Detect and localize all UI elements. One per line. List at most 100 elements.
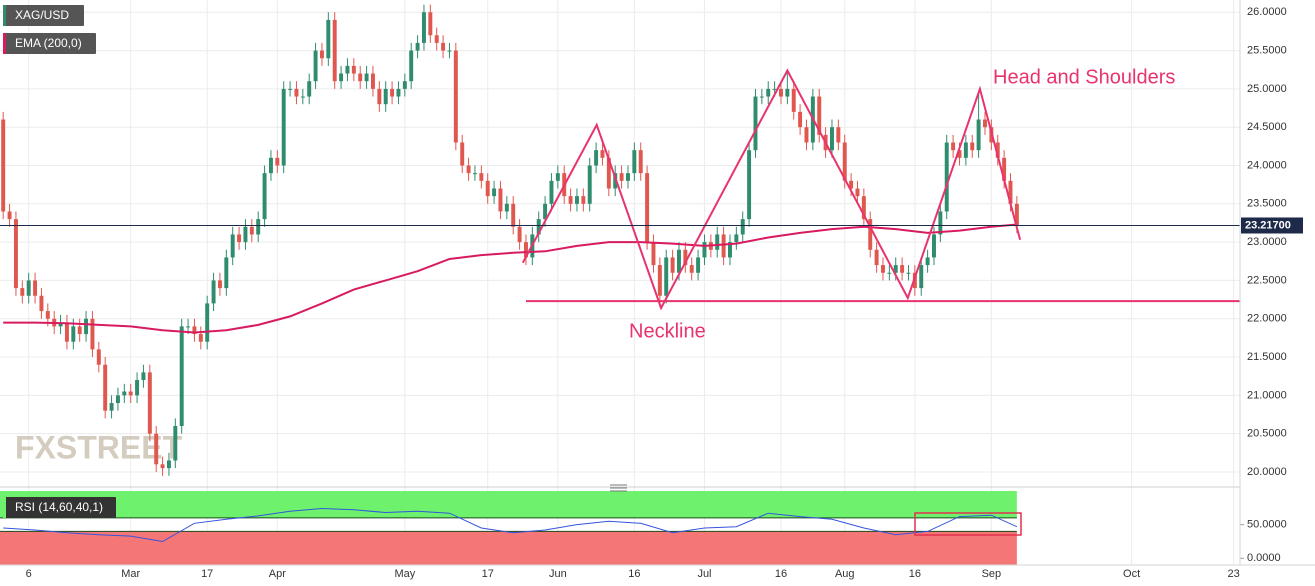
candle-body	[995, 142, 1000, 158]
y-tick-label: 21.0000	[1247, 389, 1287, 401]
symbol-legend[interactable]: XAG/USD	[3, 5, 84, 26]
candle-body	[696, 257, 701, 273]
candle-body	[887, 272, 892, 274]
pane-handle[interactable]	[610, 484, 627, 492]
candle-body	[517, 226, 522, 243]
candle-body	[574, 196, 579, 204]
candle-body	[893, 265, 898, 273]
candle-body	[13, 219, 18, 289]
candle-body	[855, 188, 860, 197]
candle-body	[166, 460, 171, 469]
candle-body	[313, 50, 318, 82]
candle-body	[861, 196, 866, 220]
candle-body	[77, 326, 82, 335]
candle-body	[345, 65, 350, 74]
x-tick-label: 16	[909, 568, 921, 580]
y-tick-label: 20.0000	[1247, 466, 1287, 478]
rsi-label: RSI (14,60,40,1)	[15, 500, 103, 514]
candle-body	[205, 303, 210, 342]
candle-body	[536, 219, 541, 235]
candle-body	[122, 391, 127, 396]
candle-body	[498, 188, 503, 212]
candle-body	[453, 50, 458, 143]
candle-body	[415, 42, 420, 51]
plot: Neckline Head and Shoulders	[0, 4, 1240, 476]
ema-line	[3, 223, 1017, 334]
candle-body	[664, 257, 669, 296]
candle-body	[632, 150, 637, 174]
candle-body	[186, 326, 191, 328]
rsi-legend[interactable]: RSI (14,60,40,1)	[3, 497, 116, 518]
x-tick-label: May	[394, 568, 415, 580]
candle-body	[479, 173, 484, 181]
candle-body	[625, 173, 630, 181]
candle-body	[319, 50, 324, 59]
candle-body	[383, 88, 388, 105]
x-tick-label: Aug	[835, 568, 855, 580]
candle-body	[842, 142, 847, 181]
candle-body	[938, 211, 943, 235]
candle-body	[836, 127, 841, 143]
candle-body	[39, 295, 44, 312]
candle-body	[26, 280, 31, 296]
candle-body	[715, 234, 720, 250]
candle-body	[881, 265, 885, 273]
candle-body	[217, 280, 222, 289]
rsi-highlight-box	[914, 512, 1022, 536]
candle-body	[307, 81, 312, 97]
rsi-lower-band	[0, 531, 1017, 565]
candle-body	[925, 257, 930, 266]
candle-body	[1014, 203, 1019, 226]
candle-body	[727, 242, 732, 258]
candle-body	[115, 395, 120, 404]
candle-body	[849, 180, 854, 189]
x-tick-label: Sep	[982, 568, 1002, 580]
annotation-line	[521, 68, 1022, 311]
annotation-label: Head and Shoulders	[993, 66, 1175, 88]
x-tick-label: Jun	[549, 568, 567, 580]
y-tick-label: 22.5000	[1247, 274, 1287, 286]
candle-body	[798, 111, 803, 128]
candle-body	[791, 88, 796, 112]
candle-body	[224, 257, 229, 289]
y-tick-label: 26.0000	[1247, 6, 1287, 18]
candle-body	[976, 119, 981, 151]
candle-body	[772, 88, 777, 90]
candle-body	[492, 188, 497, 197]
candle-body	[71, 326, 76, 342]
candle-body	[645, 173, 650, 243]
candle-body	[1002, 157, 1007, 181]
candle-body	[466, 165, 471, 174]
candle-body	[779, 88, 783, 97]
candle-body	[364, 73, 369, 82]
candle-body	[555, 173, 560, 181]
candle-body	[740, 219, 745, 235]
y-tick-label: 24.0000	[1247, 159, 1287, 171]
x-tick-label: Oct	[1123, 568, 1140, 580]
candle-body	[906, 272, 911, 274]
candle-body	[434, 35, 439, 43]
candle-body	[613, 173, 618, 189]
y-tick-label: 23.5000	[1247, 198, 1287, 210]
candle-body	[409, 50, 414, 82]
candle-body	[606, 157, 611, 189]
y-tick-label: 20.5000	[1247, 428, 1287, 440]
candle-body	[460, 142, 465, 166]
candle-body	[109, 403, 114, 411]
candle-body	[900, 265, 905, 273]
candle-body	[147, 372, 152, 434]
x-tick-label: 16	[775, 568, 787, 580]
candle-body	[192, 326, 197, 335]
candle-body	[249, 226, 254, 235]
candle-body	[670, 257, 675, 273]
ema-legend[interactable]: EMA (200,0)	[3, 33, 96, 54]
candle-body	[581, 196, 586, 204]
rsi-tick-label: 0.0000	[1247, 552, 1281, 564]
candle-body	[785, 88, 790, 97]
candle-body	[390, 88, 395, 97]
candle-body	[377, 88, 382, 105]
rsi-line	[3, 507, 1018, 543]
candle-body	[683, 249, 688, 266]
candle-body	[511, 203, 516, 227]
